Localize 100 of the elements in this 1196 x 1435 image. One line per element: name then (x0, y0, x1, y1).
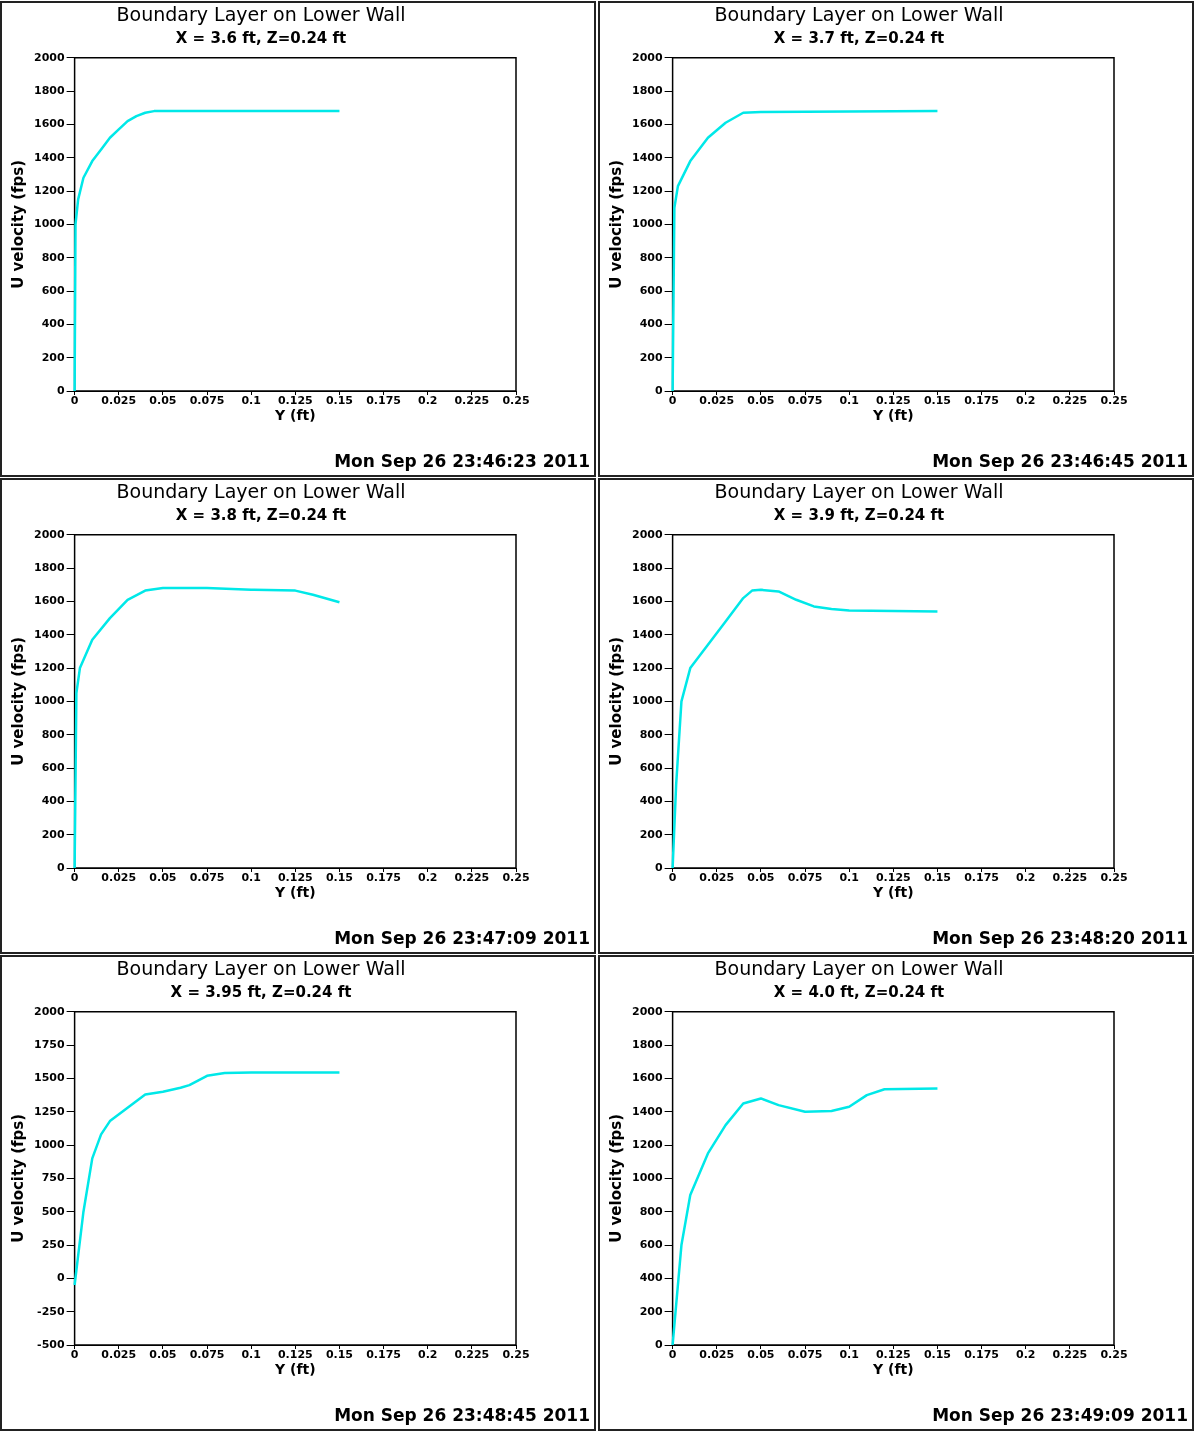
y-tick-label: 1200 (631, 1137, 663, 1151)
y-tick-label: 1000 (631, 694, 663, 708)
y-tick-label: 0 (56, 1271, 65, 1285)
y-axis-title: U velocity (fps) (8, 1113, 27, 1243)
y-tick-label: 1200 (631, 183, 663, 197)
x-tick-label: 0.05 (149, 871, 177, 885)
text: Mon Sep 26 23:48:45 2011 (334, 1404, 590, 1425)
x-tick-label: 0.1 (839, 1348, 859, 1362)
text: Mon Sep 26 23:46:23 2011 (334, 450, 590, 471)
chart-title: Boundary Layer on Lower Wall (116, 3, 406, 26)
y-tick-label: 200 (41, 827, 65, 841)
y-tick-label: 2000 (33, 50, 65, 64)
chart-title: Boundary Layer on Lower Wall (714, 3, 1004, 26)
x-tick-label: 0.2 (1015, 871, 1036, 885)
x-tick-label: 0.125 (277, 1348, 313, 1362)
x-tick-label: 0.075 (787, 871, 823, 885)
x-tick-label: 0.225 (1052, 871, 1088, 885)
x-tick-label: 0.125 (277, 394, 313, 408)
y-tick-label: -250 (37, 1304, 65, 1318)
y-axis-title: U velocity (fps) (606, 1113, 625, 1243)
x-tick-label: 0.125 (875, 394, 911, 408)
text: Mon Sep 26 23:46:45 2011 (932, 450, 1188, 471)
y-tick-label: 400 (639, 794, 663, 808)
x-tick-label: 0.175 (366, 394, 401, 408)
chart-title: Boundary Layer on Lower Wall (116, 957, 406, 980)
x-tick-label: 0.15 (923, 1348, 952, 1362)
x-tick-label: 0.05 (747, 871, 775, 885)
x-tick-label: 0.075 (787, 394, 823, 408)
x-tick-label: 0.225 (1052, 394, 1088, 408)
y-tick-label: 1000 (33, 1137, 65, 1151)
y-tick-label: 2000 (631, 1004, 663, 1018)
x-tick-label: 0.15 (325, 394, 354, 408)
y-tick-label: 1800 (33, 560, 65, 574)
chart-subtitle: X = 3.6 ft, Z=0.24 ft (175, 28, 347, 47)
x-tick-label: 0.125 (875, 1348, 911, 1362)
text: Mon Sep 26 23:47:09 2011 (334, 927, 590, 948)
x-tick-label: 0.05 (747, 1348, 775, 1362)
x-tick-label: 0.1 (839, 871, 859, 885)
x-tick-label: 0.225 (454, 871, 490, 885)
x-tick-label: 0.075 (189, 871, 225, 885)
y-tick-label: 1000 (33, 217, 65, 231)
x-tick-label: 0.025 (101, 394, 137, 408)
y-tick-label: 400 (41, 317, 65, 331)
y-tick-label: 400 (41, 794, 65, 808)
y-tick-label: 600 (41, 760, 65, 774)
y-tick-label: 1800 (631, 83, 663, 97)
x-tick-label: 0.175 (964, 1348, 999, 1362)
chart-subtitle: X = 3.95 ft, Z=0.24 ft (170, 982, 352, 1001)
y-tick-label: 200 (639, 350, 663, 364)
y-tick-label: 600 (41, 283, 65, 297)
y-tick-label: 1400 (33, 627, 65, 641)
chart-title: Boundary Layer on Lower Wall (116, 480, 406, 503)
y-tick-label: 1600 (631, 594, 663, 608)
x-tick-label: 0.225 (1052, 1348, 1088, 1362)
x-tick-label: 0.2 (417, 1348, 438, 1362)
x-tick-label: 0.2 (417, 394, 438, 408)
y-tick-label: 800 (639, 727, 663, 741)
x-tick-label: 0.1 (839, 394, 859, 408)
x-tick-label: 0 (668, 871, 677, 885)
y-tick-label: 2000 (631, 527, 663, 541)
y-tick-label: 0 (654, 860, 663, 874)
y-tick-label: 1500 (33, 1071, 65, 1085)
x-tick-label: 0 (70, 871, 79, 885)
y-tick-label: 1200 (33, 660, 65, 674)
y-tick-label: 750 (41, 1171, 65, 1185)
y-tick-label: 200 (41, 350, 65, 364)
y-tick-label: 600 (639, 1237, 663, 1251)
x-tick-label: 0.15 (325, 871, 354, 885)
y-tick-label: 1600 (631, 1071, 663, 1085)
x-tick-label: 0.2 (1015, 1348, 1036, 1362)
y-tick-label: 0 (654, 1337, 663, 1351)
x-tick-label: 0.175 (366, 871, 401, 885)
x-tick-label: 0.175 (366, 1348, 401, 1362)
x-tick-label: 0.15 (923, 871, 952, 885)
x-tick-label: 0.025 (101, 871, 137, 885)
text: Mon Sep 26 23:49:09 2011 (932, 1404, 1188, 1425)
x-tick-label: 0.25 (502, 1348, 530, 1362)
x-tick-label: 0.1 (241, 1348, 261, 1362)
y-tick-label: 1400 (33, 150, 65, 164)
x-axis-title: Y (ft) (274, 407, 316, 424)
y-tick-label: 400 (639, 317, 663, 331)
y-tick-label: 250 (41, 1237, 65, 1251)
x-tick-label: 0 (668, 1348, 677, 1362)
y-tick-label: 800 (639, 250, 663, 264)
x-tick-label: 0.25 (1100, 1348, 1128, 1362)
x-tick-label: 0.2 (1015, 394, 1036, 408)
y-tick-label: 1200 (631, 660, 663, 674)
chart-subtitle: X = 3.8 ft, Z=0.24 ft (175, 505, 347, 524)
x-tick-label: 0.15 (325, 1348, 354, 1362)
y-tick-label: 500 (41, 1204, 65, 1218)
x-tick-label: 0.175 (964, 871, 999, 885)
x-tick-label: 0.25 (502, 394, 530, 408)
y-tick-label: 1600 (631, 117, 663, 131)
x-tick-label: 0.175 (964, 394, 999, 408)
y-tick-label: 1800 (33, 83, 65, 97)
y-tick-label: 600 (639, 283, 663, 297)
y-tick-label: 0 (56, 383, 65, 397)
y-tick-label: -500 (37, 1337, 65, 1351)
y-tick-label: 800 (41, 727, 65, 741)
x-tick-label: 0.125 (875, 871, 911, 885)
